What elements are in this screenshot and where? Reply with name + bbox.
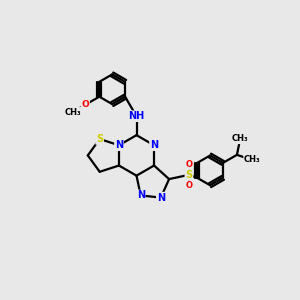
- Text: CH₃: CH₃: [244, 155, 261, 164]
- Text: S: S: [96, 134, 103, 144]
- Text: NH: NH: [128, 111, 145, 121]
- Text: N: N: [150, 140, 158, 150]
- Text: CH₃: CH₃: [232, 134, 248, 143]
- Text: N: N: [115, 140, 123, 150]
- Text: O: O: [81, 100, 89, 109]
- Text: S: S: [185, 170, 193, 180]
- Text: N: N: [136, 190, 145, 200]
- Text: N: N: [157, 193, 165, 202]
- Text: O: O: [185, 181, 192, 190]
- Text: CH₃: CH₃: [64, 108, 81, 117]
- Text: O: O: [185, 160, 192, 169]
